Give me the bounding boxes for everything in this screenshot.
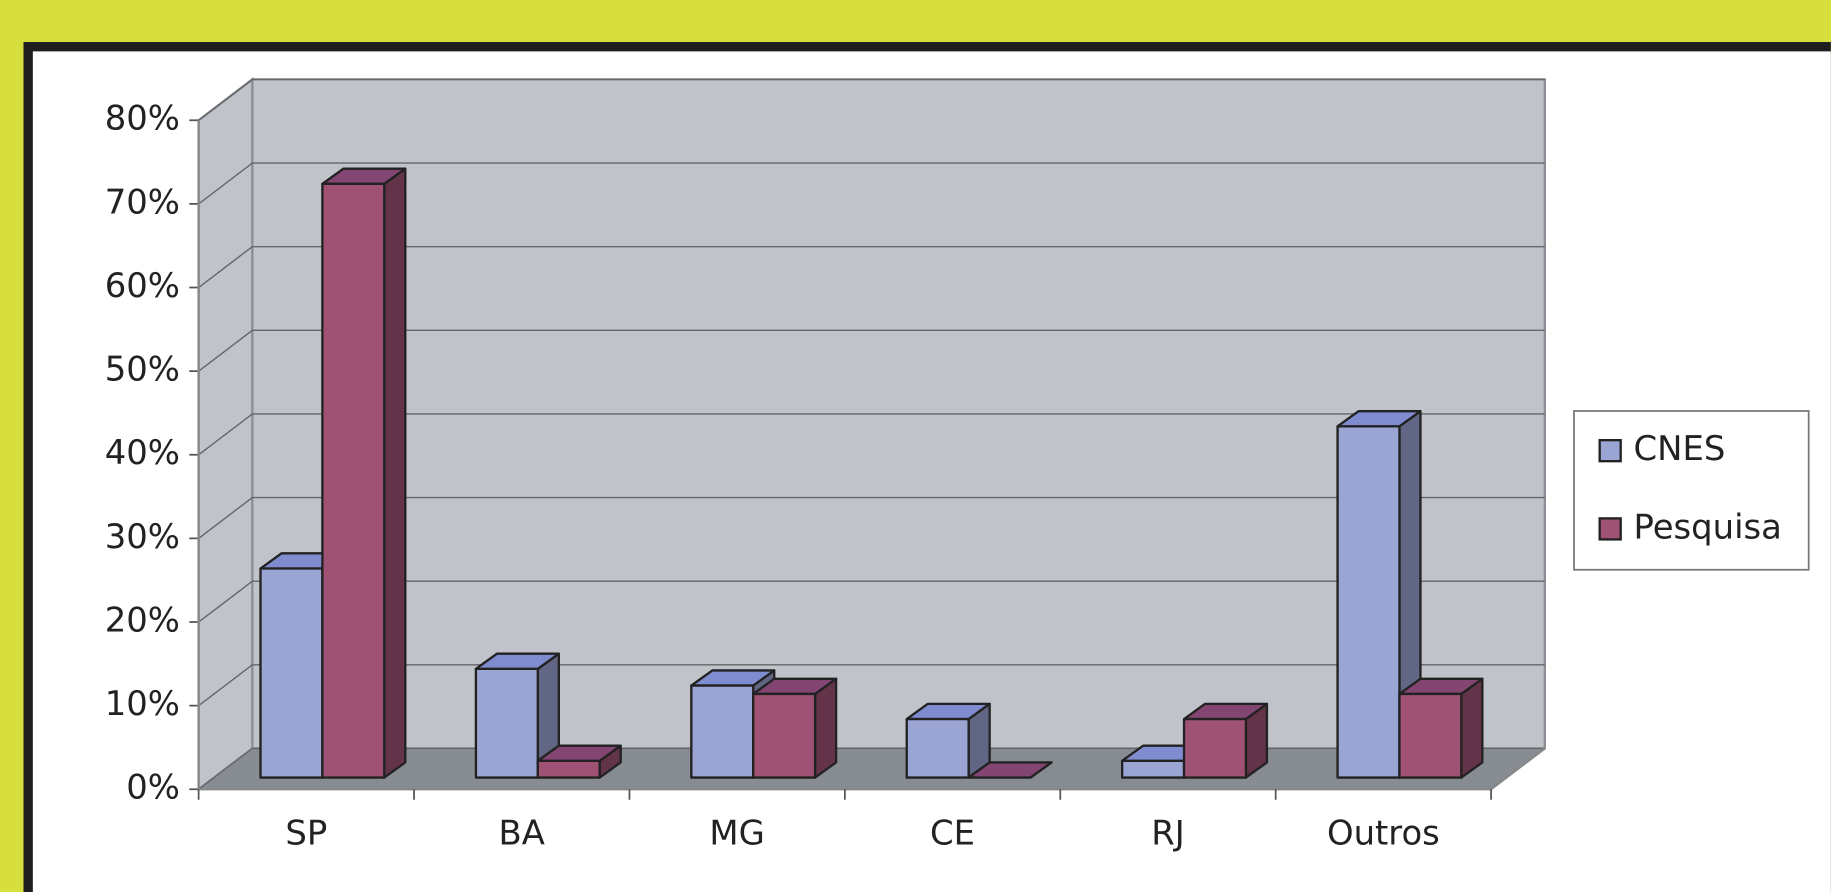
- y-tick-label: 70%: [105, 182, 180, 221]
- bar-side: [813, 677, 838, 779]
- legend-label: Pesquisa: [1634, 507, 1782, 546]
- bar-front: [752, 692, 817, 779]
- bar: [1336, 410, 1422, 779]
- bar-front: [690, 684, 755, 779]
- y-tick-label: 0%: [126, 768, 180, 807]
- bar-front: [259, 567, 324, 779]
- bar: [321, 167, 407, 779]
- bar-front: [905, 717, 970, 779]
- bar: [905, 702, 991, 779]
- bar-front: [474, 667, 539, 779]
- grid-line: [198, 664, 1545, 707]
- bar-front: [1398, 692, 1463, 779]
- grid-line: [198, 329, 1545, 372]
- y-tick-label: 30%: [105, 517, 180, 556]
- y-tick-label: 50%: [105, 350, 180, 389]
- y-tick-label: 10%: [105, 684, 180, 723]
- legend-label: CNES: [1634, 429, 1726, 468]
- bar: [1182, 702, 1269, 779]
- legend-box: [1573, 410, 1810, 571]
- bar-front: [1182, 717, 1248, 779]
- bar-front: [321, 182, 386, 779]
- bar: [1398, 677, 1484, 779]
- x-tick-label: CE: [930, 813, 975, 852]
- y-tick-label: 20%: [105, 601, 180, 640]
- y-tick-label: 60%: [105, 266, 180, 305]
- bar: [536, 744, 622, 779]
- plot: 0% 10% 20% 30% 40% 50% 60% 70% 80% SP BA MG CE RJ Outr…: [105, 77, 1546, 852]
- grid-line: [198, 78, 1545, 121]
- bar-front: [1120, 759, 1186, 779]
- legend-swatch: [1598, 438, 1622, 463]
- bar-front: [1336, 425, 1401, 779]
- grid-line: [198, 580, 1545, 623]
- x-tick-label: SP: [285, 813, 327, 852]
- y-tick-label: 80%: [105, 99, 180, 138]
- grid-line: [198, 496, 1545, 539]
- grid-line: [198, 245, 1545, 289]
- bar-side: [383, 167, 407, 779]
- grid-line: [198, 413, 1545, 456]
- bar: [474, 652, 560, 779]
- legend-swatch: [1598, 517, 1622, 541]
- x-tick-label: Outros: [1327, 813, 1440, 852]
- x-tick-label: MG: [709, 813, 764, 852]
- grid-line: [198, 162, 1545, 205]
- x-tick-label: BA: [499, 813, 545, 852]
- bar-front: [536, 759, 601, 779]
- bar: [752, 677, 838, 779]
- legend: CNES Pesquisa: [1573, 410, 1810, 571]
- y-tick-label: 40%: [105, 433, 180, 472]
- bar-top: [967, 761, 1053, 779]
- grid-line: [198, 747, 1545, 790]
- x-tick-label: RJ: [1151, 813, 1184, 852]
- bar-side: [1460, 677, 1484, 779]
- bar: [967, 761, 1053, 779]
